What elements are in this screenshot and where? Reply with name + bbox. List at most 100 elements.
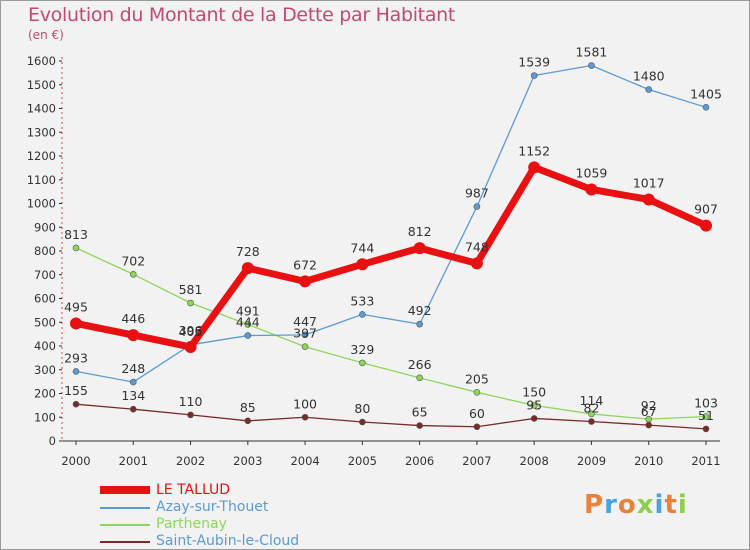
data-point	[416, 320, 423, 328]
data-point	[645, 421, 653, 429]
y-tick-label: 1100	[27, 173, 56, 187]
x-tick-label: 2006	[405, 454, 434, 468]
y-tick-label: 1400	[27, 102, 56, 116]
data-label: 134	[121, 388, 145, 403]
data-point	[301, 413, 309, 421]
data-point	[129, 378, 137, 386]
data-point	[528, 161, 541, 174]
data-point	[702, 104, 710, 111]
logo-letter: t	[664, 490, 678, 520]
data-point	[72, 400, 80, 408]
data-point	[473, 389, 481, 396]
data-point	[244, 332, 252, 339]
data-point	[642, 193, 655, 206]
data-label: 1405	[690, 86, 722, 101]
data-label: 581	[179, 282, 203, 297]
data-label: 1017	[633, 175, 665, 190]
data-point	[585, 183, 598, 196]
data-labels: 155 134 110 85 100 80 65 60 95 82 67 51 813 702 581 491…	[64, 45, 722, 423]
data-point	[301, 343, 309, 351]
data-point	[702, 413, 710, 420]
proxiti-logo: Proxiti	[584, 490, 688, 520]
data-point	[359, 311, 366, 318]
data-label: 397	[293, 326, 317, 341]
series-line	[75, 403, 707, 430]
data-label: 1152	[518, 143, 550, 158]
legend-swatch	[100, 486, 150, 494]
y-tick-label: 300	[34, 363, 56, 377]
data-point	[413, 242, 426, 255]
data-point	[700, 219, 712, 232]
data-point	[588, 410, 595, 418]
data-label: 80	[354, 401, 370, 416]
y-tick-label: 1500	[27, 78, 56, 92]
y-tick-label: 500	[34, 315, 56, 329]
data-point	[184, 340, 197, 353]
data-label: 67	[641, 404, 657, 419]
data-point	[187, 411, 194, 419]
data-label: 65	[412, 405, 428, 420]
axes: 0 100 200 300 400 500 600 700 800 900 1000 1100 1200…	[27, 54, 721, 468]
data-label: 1480	[633, 69, 665, 84]
y-tick-label: 1000	[27, 197, 56, 211]
data-point	[416, 374, 423, 382]
x-tick-label: 2005	[348, 454, 377, 468]
y-tick-label: 1300	[27, 125, 56, 139]
data-point	[127, 329, 140, 342]
data-label: 495	[64, 299, 88, 314]
data-point	[588, 418, 595, 425]
data-label: 293	[64, 350, 88, 365]
data-label: 114	[580, 393, 604, 408]
data-label: 1581	[576, 45, 608, 60]
data-label: 444	[236, 315, 260, 330]
series-azay-sur-thouet	[72, 62, 710, 386]
data-label: 446	[121, 311, 145, 326]
series-line	[72, 163, 710, 351]
data-point	[244, 417, 252, 425]
data-label: 728	[236, 244, 260, 259]
data-point	[299, 275, 312, 288]
x-tick-label: 2000	[61, 454, 90, 468]
data-point	[129, 270, 137, 278]
data-point	[645, 415, 653, 423]
legend-label: LE TALLUD	[156, 482, 231, 498]
legend-swatch	[100, 524, 150, 526]
data-point	[588, 62, 595, 69]
y-tick-label: 700	[34, 268, 56, 282]
y-tick-label: 900	[34, 220, 56, 234]
data-label: 110	[179, 394, 203, 409]
legend-swatch	[100, 541, 150, 543]
data-point	[70, 317, 82, 330]
data-label: 748	[465, 239, 489, 254]
data-point	[301, 331, 309, 339]
data-point	[359, 359, 366, 367]
x-tick-label: 2009	[577, 454, 606, 468]
data-label: 82	[584, 401, 600, 416]
data-label: 744	[350, 240, 374, 255]
x-tick-label: 2010	[634, 454, 663, 468]
data-label: 92	[641, 398, 657, 413]
data-label: 248	[121, 361, 145, 376]
data-label: 987	[465, 186, 489, 201]
data-label: 812	[408, 224, 432, 239]
series-line	[75, 247, 707, 420]
legend-label: Azay-sur-Thouet	[156, 499, 269, 515]
data-label: 491	[236, 303, 260, 318]
data-label: 95	[526, 397, 542, 412]
data-point	[530, 415, 538, 422]
data-point	[530, 402, 538, 409]
data-label: 813	[64, 227, 88, 242]
data-label: 1059	[576, 165, 608, 180]
data-label: 396	[179, 323, 203, 338]
series-line	[75, 64, 707, 383]
data-label: 533	[350, 293, 374, 308]
logo-letter: o	[617, 490, 637, 520]
data-label: 1539	[518, 54, 550, 69]
data-label: 329	[350, 342, 374, 357]
legend-label: Saint-Aubin-le-Cloud	[156, 533, 300, 549]
x-tick-label: 2007	[462, 454, 491, 468]
data-label: 155	[64, 383, 88, 398]
data-label: 702	[121, 253, 145, 268]
x-tick-label: 2004	[290, 454, 319, 468]
